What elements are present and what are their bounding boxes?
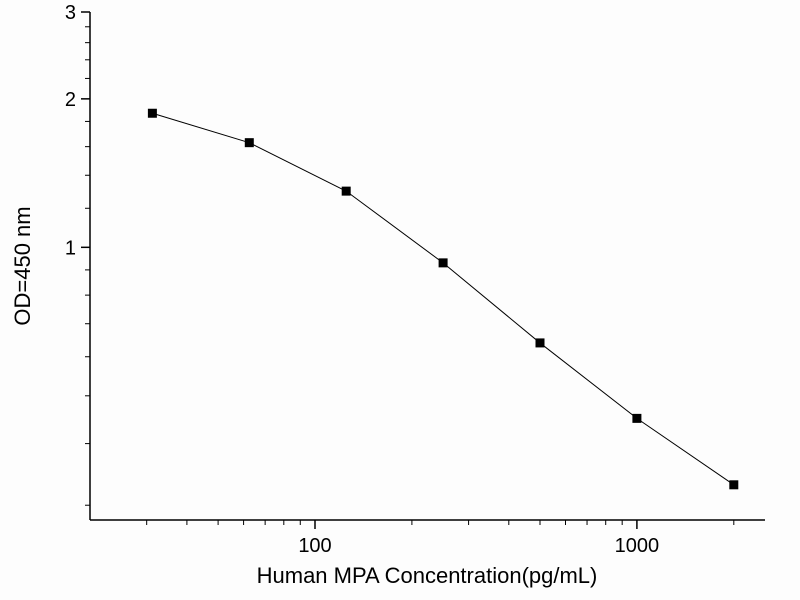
series-line (152, 112, 735, 486)
y-tick-label: 2 (65, 89, 76, 111)
data-point (438, 258, 448, 268)
y-axis-title: OD=450 nm (10, 206, 35, 325)
data-point (729, 480, 739, 490)
y-tick-label: 3 (65, 2, 76, 24)
x-tick-label: 100 (298, 535, 331, 557)
data-point (244, 138, 254, 148)
x-axis-ticks (146, 520, 735, 529)
data-point (632, 413, 642, 423)
data-point (535, 338, 545, 348)
x-tick-label: 1000 (615, 535, 660, 557)
data-point (147, 108, 157, 118)
y-tick-label: 1 (65, 237, 76, 259)
data-point (341, 186, 351, 196)
y-axis-tick-labels: 1 2 3 (65, 2, 76, 259)
data-series (147, 108, 739, 490)
x-axis-title: Human MPA Concentration(pg/mL) (257, 563, 598, 588)
x-axis-tick-labels: 100 1000 (298, 535, 659, 557)
y-axis-ticks (81, 11, 90, 506)
